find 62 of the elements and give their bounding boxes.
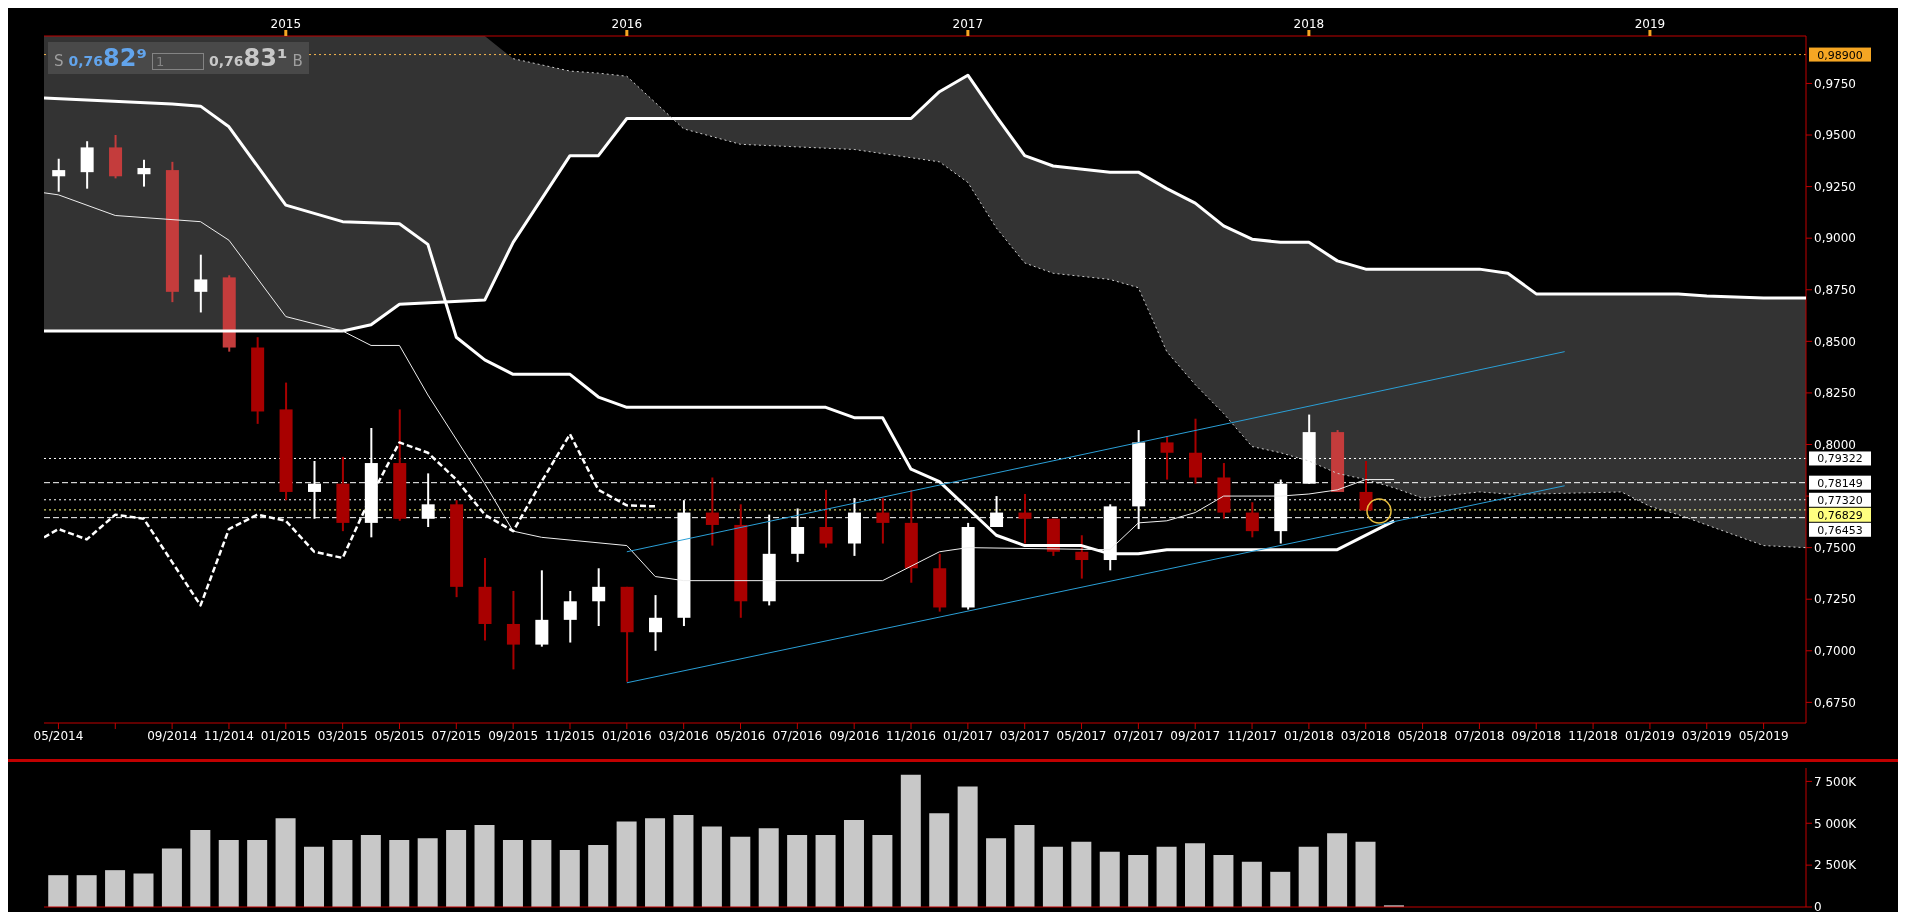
x-tick-label: 03/2015 <box>317 728 368 743</box>
x-tick-label: 01/2015 <box>260 728 311 743</box>
ref-line-label: 0,78149 <box>1817 476 1863 490</box>
x-tick-label: 11/2015 <box>545 728 595 743</box>
y-tick-label: 0,8750 <box>1814 283 1856 298</box>
y-tick-label: 2 500K <box>1814 858 1858 873</box>
x-tick-label: 03/2017 <box>999 728 1050 743</box>
x2-tick-label: 2015 <box>270 17 302 31</box>
x-tick-label: 05/2016 <box>715 728 766 743</box>
x-tick-label: 03/2016 <box>658 728 709 743</box>
x-tick-label: 07/2015 <box>431 728 482 743</box>
y-tick-label: 0,8500 <box>1814 334 1856 349</box>
x-tick-label: 05/2014 <box>33 728 84 743</box>
y-tick-label: 5 000K <box>1814 816 1858 831</box>
y-tick-label: 0 <box>1814 900 1822 915</box>
x-tick-label: 09/2015 <box>488 728 539 743</box>
annotation: S <box>54 52 64 70</box>
x-tick-label: 03/2019 <box>1681 728 1732 743</box>
x-tick-label: 11/2016 <box>886 728 936 743</box>
annotation: 0,7682⁹ <box>68 44 147 72</box>
y-tick-label: 0,9000 <box>1814 231 1856 246</box>
ref-line-label: 0,76829 <box>1817 508 1863 522</box>
x-tick-label: 01/2016 <box>601 728 652 743</box>
x-tick-label: 11/2017 <box>1227 728 1277 743</box>
x-tick-label: 07/2016 <box>772 728 823 743</box>
annotation: B <box>292 52 303 70</box>
x-tick-label: 03/2018 <box>1340 728 1391 743</box>
y-tick-label: 0,9500 <box>1814 128 1856 143</box>
x2-tick-label: 2019 <box>1634 17 1666 31</box>
y-tick-label: 0,7500 <box>1814 540 1856 555</box>
annotation: 0,7683¹ <box>209 44 288 72</box>
x-tick-label: 09/2014 <box>147 728 198 743</box>
y-tick-label: 7 500K <box>1814 774 1858 789</box>
x2-tick-label: 2017 <box>952 17 984 31</box>
y-tick-label: 0,7250 <box>1814 592 1856 607</box>
x-tick-label: 09/2018 <box>1511 728 1562 743</box>
x-tick-label: 11/2018 <box>1568 728 1619 743</box>
ref-line-label: 0,77320 <box>1817 493 1863 507</box>
x2-tick-label: 2016 <box>611 17 643 31</box>
y-tick-label: 0,9250 <box>1814 179 1856 194</box>
y-tick-label: 0,6750 <box>1814 695 1856 710</box>
x-tick-label: 05/2017 <box>1056 728 1107 743</box>
x-tick-label: 01/2019 <box>1625 728 1675 743</box>
x-tick-label: 07/2017 <box>1113 728 1164 743</box>
ref-line-label: 0,76453 <box>1817 523 1863 537</box>
x-tick-label: 05/2015 <box>374 728 425 743</box>
y-tick-label: 0,8000 <box>1814 437 1856 452</box>
quantity-field: 1 <box>152 53 204 70</box>
x-tick-label: 11/2014 <box>204 728 254 743</box>
ref-line-label: 0,98900 <box>1817 48 1863 62</box>
x-tick-label: 01/2017 <box>942 728 993 743</box>
x2-tick-label: 2018 <box>1293 17 1325 31</box>
ref-line-label: 0,79322 <box>1817 452 1863 466</box>
y-tick-label: 0,7000 <box>1814 644 1856 659</box>
x-tick-label: 01/2018 <box>1283 728 1334 743</box>
x-tick-label: 09/2016 <box>829 728 880 743</box>
x-tick-label: 07/2018 <box>1454 728 1505 743</box>
x-tick-label: 05/2019 <box>1738 728 1789 743</box>
x-tick-label: 09/2017 <box>1170 728 1221 743</box>
x-tick-label: 05/2018 <box>1397 728 1448 743</box>
y-tick-label: 0,8250 <box>1814 386 1856 401</box>
y-tick-label: 0,9750 <box>1814 76 1856 91</box>
